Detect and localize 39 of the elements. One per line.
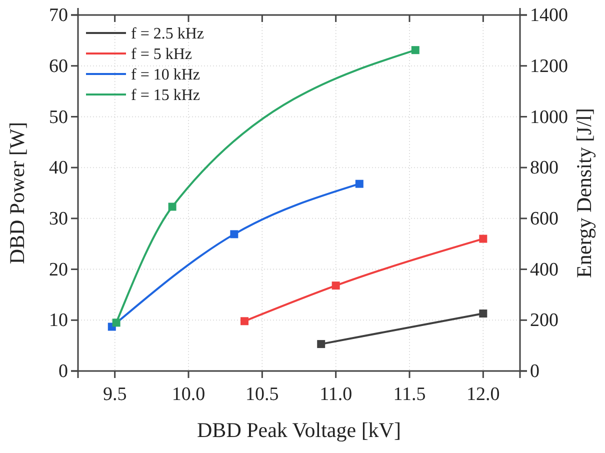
y-tick-label: 50	[49, 106, 68, 128]
x-tick-label: 10.0	[172, 384, 206, 405]
x-tick-label: 11.0	[320, 384, 352, 405]
point	[355, 180, 364, 188]
point	[230, 230, 238, 238]
point	[479, 310, 488, 318]
y2-axis-title: Energy Density [J/l]	[572, 108, 596, 278]
y2-tick-label: 200	[530, 310, 558, 332]
legend-label: f = 10 kHz	[131, 66, 200, 84]
legend-label: f = 15 kHz	[131, 87, 200, 104]
point	[240, 317, 248, 326]
point	[411, 46, 420, 54]
y-tick-label: 10	[49, 310, 68, 332]
x-tick-label: 11.5	[393, 384, 426, 405]
y2-tick-label: 1400	[530, 5, 568, 26]
y2-tick-label: 1000	[530, 106, 568, 128]
point	[168, 202, 176, 211]
y-tick-label: 70	[49, 5, 68, 26]
legend-label: f = 5 kHz	[131, 46, 192, 64]
y-tick-label: 40	[49, 158, 68, 179]
point	[479, 234, 488, 243]
y2-tick-label: 1200	[530, 56, 568, 77]
y2-tick-label: 800	[530, 158, 558, 179]
point	[112, 318, 120, 327]
point	[332, 282, 340, 290]
x-axis-title: DBD Peak Voltage [kV]	[197, 418, 401, 442]
y-tick-label: 60	[49, 56, 68, 77]
y2-tick-label: 600	[530, 208, 558, 230]
legend-label: f = 2.5 kHz	[131, 26, 204, 43]
y-tick-label: 20	[49, 259, 68, 280]
y-tick-label: 0	[58, 361, 68, 382]
y2-tick-label: 0	[530, 361, 540, 382]
x-tick-label: 12.0	[466, 384, 500, 405]
x-tick-label: 10.5	[246, 384, 279, 405]
y2-tick-label: 400	[530, 259, 558, 280]
x-tick-label: 9.5	[102, 384, 127, 405]
point	[317, 340, 326, 348]
y-tick-label: 30	[49, 208, 68, 230]
y-axis-title: DBD Power [W]	[5, 122, 29, 264]
